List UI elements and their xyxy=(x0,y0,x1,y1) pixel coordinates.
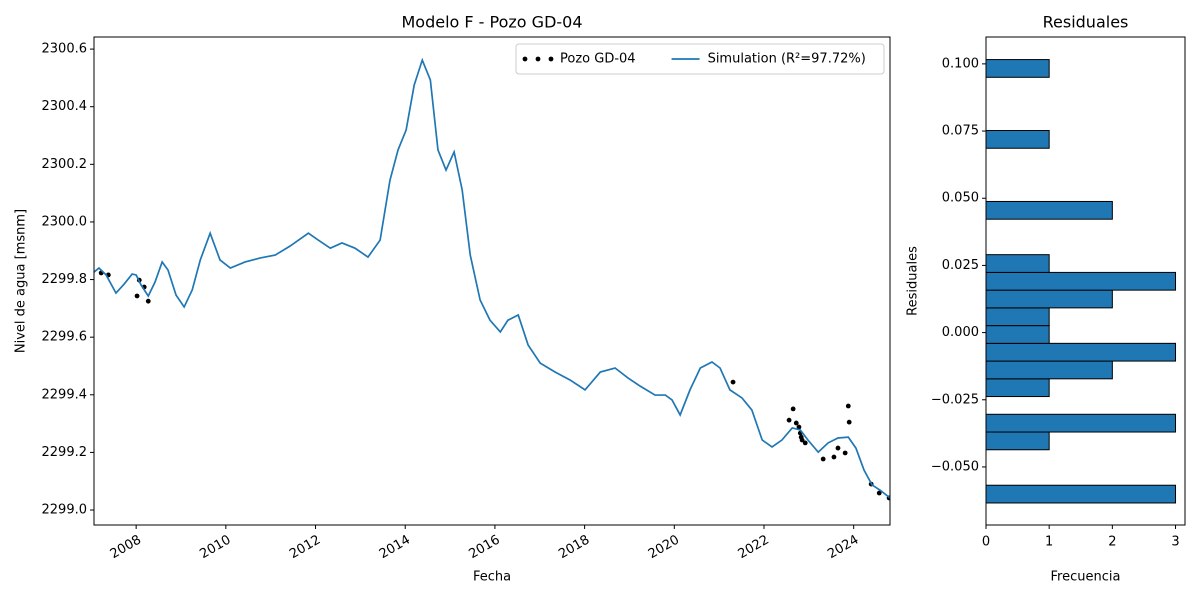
histogram-bar xyxy=(985,200,1113,220)
y-tick-label: 2299.6 xyxy=(42,330,88,345)
observation-point xyxy=(730,379,736,385)
y-tick-label: 0.000 xyxy=(942,325,979,340)
x-tick-label: 2020 xyxy=(646,533,682,563)
histogram-bar xyxy=(985,484,1177,504)
x-tick-label: 1 xyxy=(1045,535,1053,550)
y-axis-label: Residuales xyxy=(906,246,921,316)
x-axis-label: Fecha xyxy=(473,570,511,585)
y-tick-label: 0.100 xyxy=(942,56,979,71)
y-tick-label: −0.025 xyxy=(931,392,979,407)
observation-point xyxy=(786,417,792,423)
x-tick-label: 2 xyxy=(1108,535,1116,550)
observation-point xyxy=(876,490,882,496)
y-axis-label: Nivel de agua [msnm] xyxy=(14,209,29,353)
observation-point xyxy=(790,406,796,412)
histogram-bar xyxy=(985,360,1113,380)
chart-title: Modelo F - Pozo GD-04 xyxy=(401,13,582,32)
x-tick-label: 2010 xyxy=(197,533,233,563)
x-tick-label: 3 xyxy=(1171,535,1179,550)
x-tick-label: 0 xyxy=(982,535,990,550)
observation-point xyxy=(793,420,799,426)
legend-label: Simulation (R²=97.72%) xyxy=(708,52,866,67)
y-tick-label: 0.075 xyxy=(942,124,979,139)
observation-point xyxy=(145,298,151,304)
y-tick-label: −0.050 xyxy=(931,459,979,474)
observation-point xyxy=(802,440,808,446)
legend-frame xyxy=(515,43,885,75)
x-tick-label: 2012 xyxy=(287,533,323,563)
histogram-bar xyxy=(985,342,1177,362)
x-tick-label: 2022 xyxy=(736,533,772,563)
observation-point xyxy=(835,445,841,451)
y-tick-label: 0.050 xyxy=(942,191,979,206)
histogram-bar xyxy=(985,130,1050,149)
histogram-bar xyxy=(985,307,1050,327)
observation-point xyxy=(846,419,852,425)
chart-title: Residuales xyxy=(1043,13,1129,32)
legend: Pozo GD-04 Simulation (R²=97.72%) xyxy=(515,43,885,75)
plot-frame xyxy=(93,36,891,526)
y-tick-label: 2299.8 xyxy=(42,272,88,287)
observation-point xyxy=(799,437,805,443)
histogram-bar xyxy=(985,271,1177,291)
histogram-bar xyxy=(985,289,1113,309)
y-tick-label: 2300.4 xyxy=(42,99,88,114)
legend-swatch xyxy=(522,56,528,62)
histogram-bar xyxy=(985,325,1050,344)
y-tick-label: 2299.0 xyxy=(42,503,88,518)
histogram-bar xyxy=(985,431,1050,451)
observation-point xyxy=(842,450,848,456)
x-tick-label: 2016 xyxy=(467,533,503,563)
y-tick-label: 0.025 xyxy=(942,258,979,273)
y-tick-label: 2299.4 xyxy=(42,387,88,402)
observation-point xyxy=(134,293,140,299)
histogram-bar xyxy=(985,59,1050,78)
y-tick-label: 2300.6 xyxy=(42,42,88,57)
plot-frame xyxy=(985,36,1186,526)
observation-point xyxy=(831,454,837,460)
observation-point xyxy=(845,403,851,409)
y-tick-label: 2299.2 xyxy=(42,445,88,460)
y-tick-label: 2300.0 xyxy=(42,214,88,229)
legend-swatch xyxy=(548,56,554,62)
x-tick-label: 2024 xyxy=(825,533,861,563)
simulation-line xyxy=(94,57,890,499)
histogram-bar xyxy=(985,413,1177,433)
observation-point xyxy=(796,424,802,430)
plot xyxy=(94,57,890,501)
histogram-bar xyxy=(985,378,1050,398)
x-axis-label: Frecuencia xyxy=(1051,570,1121,585)
histogram-bar xyxy=(985,254,1050,273)
x-tick-label: 2018 xyxy=(556,533,592,563)
x-tick-label: 2014 xyxy=(377,533,413,563)
legend-swatch xyxy=(535,56,541,62)
y-tick-label: 2300.2 xyxy=(42,157,88,172)
legend-label: Pozo GD-04 xyxy=(560,52,636,67)
observation-point xyxy=(820,456,826,462)
x-tick-label: 2008 xyxy=(108,533,144,563)
